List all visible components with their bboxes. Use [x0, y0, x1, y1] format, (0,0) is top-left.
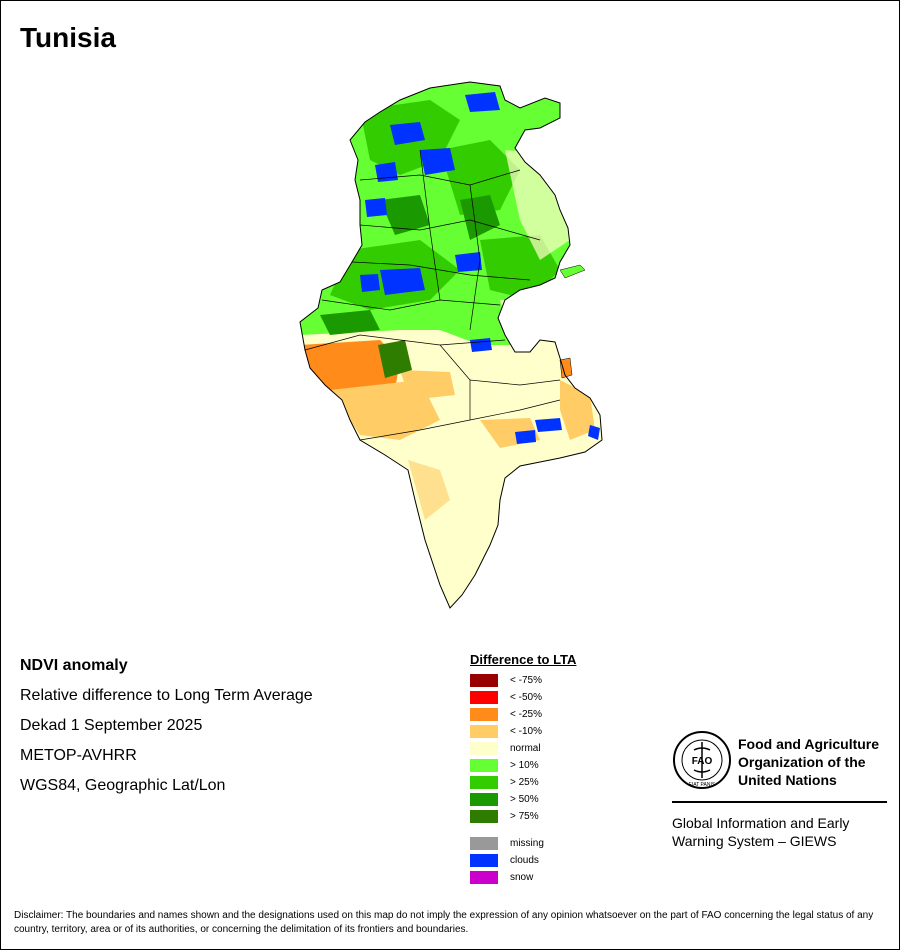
- legend-swatch: [470, 674, 498, 687]
- legend-label: < -25%: [510, 709, 542, 720]
- legend-swatch: [470, 742, 498, 755]
- legend-item: < -10%: [470, 723, 576, 740]
- period-label: Dekad 1 September 2025: [20, 717, 203, 734]
- legend-item: < -25%: [470, 706, 576, 723]
- legend-item: missing: [470, 835, 576, 852]
- legend-swatch: [470, 871, 498, 884]
- sensor-label: METOP-AVHRR: [20, 747, 137, 764]
- legend-label: clouds: [510, 855, 539, 866]
- legend-label: > 50%: [510, 794, 539, 805]
- fao-name: Food and Agriculture Organization of the…: [738, 736, 880, 788]
- divider: [672, 801, 887, 803]
- disclaimer: Disclaimer: The boundaries and names sho…: [14, 910, 874, 935]
- legend-swatch: [470, 759, 498, 772]
- legend-label: < -75%: [510, 675, 542, 686]
- product-description: Relative difference to Long Term Average: [20, 687, 313, 704]
- legend-item: < -50%: [470, 689, 576, 706]
- kerkennah-island: [559, 264, 586, 279]
- legend-item: > 50%: [470, 791, 576, 808]
- legend-title: Difference to LTA: [470, 652, 577, 667]
- legend-swatch: [470, 837, 498, 850]
- legend-swatch: [470, 708, 498, 721]
- legend-swatch: [470, 776, 498, 789]
- legend-item: > 25%: [470, 774, 576, 791]
- giews-name: Global Information and Early Warning Sys…: [672, 815, 850, 849]
- legend-label: normal: [510, 743, 541, 754]
- legend-item: clouds: [470, 852, 576, 869]
- legend-item: < -75%: [470, 672, 576, 689]
- legend-item: snow: [470, 869, 576, 886]
- legend-item: > 10%: [470, 757, 576, 774]
- legend-swatch: [470, 725, 498, 738]
- legend-label: < -10%: [510, 726, 542, 737]
- legend-label: > 25%: [510, 777, 539, 788]
- tunisia-map: [299, 81, 603, 609]
- projection-label: WGS84, Geographic Lat/Lon: [20, 777, 226, 794]
- svg-text:FIAT PANIS: FIAT PANIS: [689, 782, 716, 788]
- legend-swatch: [470, 854, 498, 867]
- legend-swatch: [470, 793, 498, 806]
- legend-label: missing: [510, 838, 544, 849]
- fao-logo: FAO FIAT PANIS: [673, 731, 731, 789]
- legend-label: > 75%: [510, 811, 539, 822]
- legend-swatch: [470, 810, 498, 823]
- legend-swatch: [470, 691, 498, 704]
- svg-text:FAO: FAO: [692, 756, 713, 767]
- product-name: NDVI anomaly: [20, 657, 128, 674]
- fao-block: FAO FIAT PANIS Food and Agriculture Orga…: [672, 730, 890, 860]
- map-title: Tunisia: [20, 22, 116, 53]
- djerba-island: [559, 357, 573, 379]
- legend-label: > 10%: [510, 760, 539, 771]
- legend-label: < -50%: [510, 692, 542, 703]
- ndvi-raster: [300, 82, 602, 608]
- legend: Difference to LTA < -75% < -50% < -25% < -1…: [470, 652, 576, 886]
- legend-item: > 75%: [470, 808, 576, 825]
- map-info: NDVI anomaly Relative difference to Long…: [20, 656, 313, 806]
- admin-boundaries: [304, 149, 561, 441]
- legend-item: normal: [470, 740, 576, 757]
- legend-label: snow: [510, 872, 534, 883]
